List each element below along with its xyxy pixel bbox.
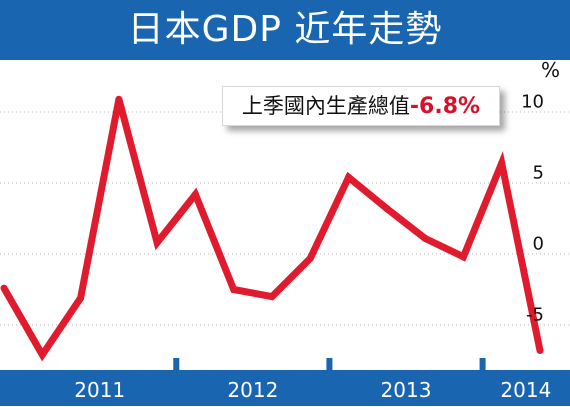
- data-points: [0, 95, 544, 359]
- chart-title: 日本GDP 近年走勢: [127, 9, 443, 50]
- y-tick-label: 0: [532, 233, 544, 255]
- year-label-2011: 2011: [74, 378, 126, 402]
- data-point-3: [115, 95, 123, 103]
- data-point-6: [230, 286, 238, 293]
- data-point-9: [345, 173, 353, 181]
- x-axis-band: 2011 2012 2013 2014: [0, 370, 570, 406]
- data-point-12: [459, 253, 467, 261]
- y-axis-unit: %: [541, 58, 561, 82]
- year-label-2012: 2012: [227, 378, 279, 402]
- data-point-7: [268, 293, 276, 301]
- data-point-1: [38, 351, 46, 359]
- title-bar: [0, 0, 570, 60]
- data-point-14: [536, 347, 544, 355]
- callout-value: -6.8%: [409, 94, 481, 119]
- data-point-10: [383, 205, 391, 213]
- data-point-8: [306, 254, 314, 262]
- latest-value-callout: 上季國內生產總值-6.8%: [222, 86, 500, 126]
- y-tick-label: 5: [532, 162, 544, 184]
- gridlines: [0, 111, 570, 326]
- year-label-2013: 2013: [380, 378, 432, 402]
- y-tick-label: 10: [521, 91, 544, 113]
- y-tick-label: -5: [526, 304, 544, 326]
- series-line-gdp: [0, 98, 544, 362]
- callout-label: 上季國內生產總值: [241, 94, 410, 118]
- data-point-2: [77, 294, 85, 302]
- data-point-13: [498, 159, 506, 167]
- data-point-11: [421, 234, 429, 242]
- data-point-5: [191, 190, 199, 198]
- year-label-2014: 2014: [500, 378, 552, 402]
- data-point-0: [0, 284, 8, 292]
- data-point-4: [153, 239, 161, 247]
